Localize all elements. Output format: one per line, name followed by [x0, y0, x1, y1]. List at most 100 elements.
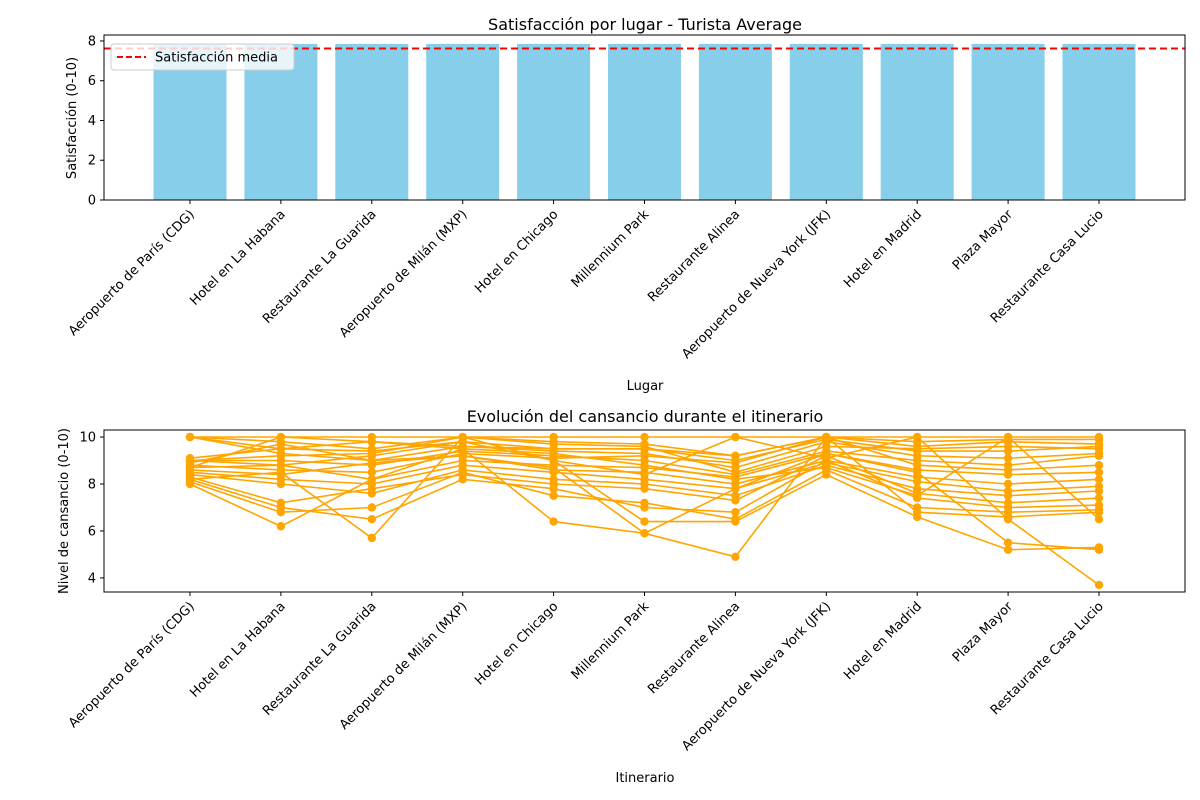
series-19: [185, 439, 1104, 554]
series-point: [549, 449, 558, 458]
bar-restaurante-la-guarida: [335, 43, 409, 200]
series-point: [822, 470, 831, 479]
chart2-y-ticks: 4 6 8 10: [79, 431, 104, 586]
chart1-bars: [153, 43, 1136, 200]
series-point: [276, 439, 286, 449]
series-17: [185, 432, 1104, 554]
series-point: [640, 517, 649, 526]
series-point: [1003, 432, 1013, 442]
bar-plaza-mayor: [971, 43, 1045, 200]
chart1-x-axis-label: Lugar: [627, 379, 664, 394]
bar-hotel-en-chicago: [517, 43, 591, 200]
series-point: [640, 442, 649, 451]
chart2-series: [185, 432, 1104, 590]
series-point: [367, 468, 376, 477]
series-point: [731, 458, 740, 468]
series-point: [1003, 538, 1013, 547]
series-point: [276, 468, 286, 477]
series-point: [640, 432, 649, 442]
chart1-legend-box: [110, 43, 295, 71]
series-point: [640, 470, 649, 479]
series-point: [276, 507, 286, 517]
series-point: [367, 456, 376, 465]
series-point: [1003, 479, 1013, 489]
series-point: [367, 533, 376, 543]
series-point: [549, 491, 558, 500]
series-point: [549, 484, 558, 493]
series-point: [1094, 545, 1104, 554]
chart2-y-tick-label: 8: [88, 478, 96, 493]
series-point: [1094, 507, 1104, 517]
series-point: [1094, 451, 1104, 461]
series-point: [1094, 468, 1104, 477]
chart1-y-axis-label: Satisfacción (0-10): [65, 57, 80, 179]
series-point: [185, 475, 195, 484]
series-point: [640, 461, 649, 470]
series-point: [822, 432, 831, 442]
series-20: [185, 432, 1104, 524]
series-point: [731, 552, 740, 561]
chart1-y-tick-label: 8: [88, 34, 96, 49]
bar-restaurante-casa-lucio: [1062, 43, 1136, 200]
series-point: [549, 439, 558, 449]
series-point: [1003, 470, 1013, 479]
chart1-plot-frame: [103, 34, 1186, 201]
series-point: [731, 484, 740, 493]
chart2-y-tick-label: 10: [79, 431, 96, 446]
bar-aeropuerto-de-milan-mxp: [426, 43, 500, 200]
series-point: [1094, 515, 1104, 524]
series-point: [1003, 453, 1013, 463]
series-point: [185, 463, 195, 472]
series-point: [367, 515, 376, 524]
chart1-y-tick-label: 2: [88, 154, 96, 169]
chart2-y-axis-label: Nivel de cansancio (0-10): [57, 428, 72, 594]
series-point: [276, 432, 286, 442]
chart1-y-tick-label: 0: [88, 194, 96, 209]
series-point: [276, 522, 286, 531]
series-point: [367, 503, 376, 512]
series-point: [731, 517, 740, 526]
series-point: [913, 491, 922, 500]
series-point: [458, 475, 467, 484]
series-point: [822, 449, 831, 458]
series-point: [1094, 444, 1104, 453]
chart1-y-tick-label: 4: [88, 114, 96, 129]
series-point: [458, 437, 467, 446]
series-point: [1003, 515, 1013, 524]
series-point: [913, 444, 922, 453]
series-point: [1003, 545, 1013, 554]
series-point: [549, 517, 558, 526]
series-point: [822, 463, 831, 472]
series-point: [640, 529, 649, 538]
chart2-x-axis-label: Itinerario: [615, 771, 674, 786]
chart2-y-tick-label: 6: [88, 524, 96, 539]
series-point: [458, 468, 467, 477]
series-point: [276, 479, 286, 489]
chart1-y-ticks: 0 2 4 6 8: [88, 34, 104, 209]
series-point: [549, 456, 558, 465]
series-point: [1094, 486, 1104, 496]
series-point: [367, 437, 376, 446]
series-point: [185, 432, 195, 442]
chart1-y-tick-label: 6: [88, 74, 96, 89]
chart2-title: Evolución del cansancio durante el itine…: [467, 407, 824, 426]
chart2-plot-frame: [103, 429, 1186, 593]
series-point: [731, 496, 740, 505]
series-point: [458, 451, 467, 461]
series-point: [367, 484, 376, 493]
series-point: [1003, 442, 1013, 451]
chart2-y-tick-label: 4: [88, 571, 96, 586]
series-point: [913, 432, 922, 442]
bar-hotel-en-madrid: [880, 43, 954, 200]
series-point: [276, 461, 286, 470]
series-point: [731, 507, 740, 517]
series-point: [1094, 493, 1104, 503]
series-point: [549, 463, 558, 472]
series-point: [1094, 475, 1104, 484]
chart1-title: Satisfacción por lugar - Turista Average: [488, 15, 802, 34]
chart1-legend: Satisfacción media: [110, 43, 295, 71]
series-point: [913, 512, 922, 522]
series-point: [640, 498, 649, 507]
bar-millennium-park: [608, 43, 681, 200]
